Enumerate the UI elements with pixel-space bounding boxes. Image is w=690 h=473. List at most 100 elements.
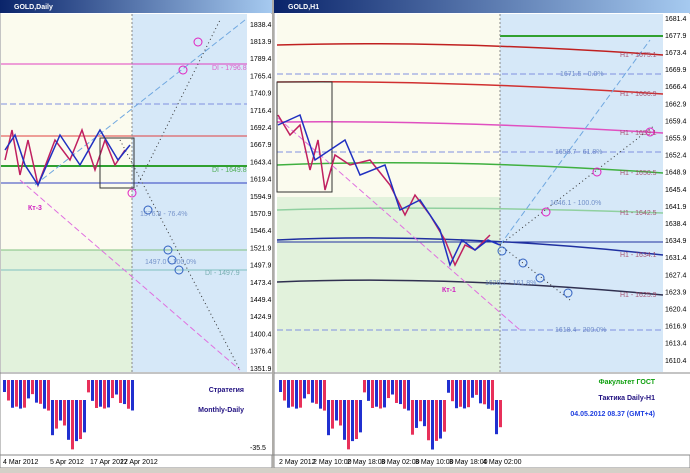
window-title: GOLD,H1 (288, 4, 319, 11)
histogram-bar (479, 380, 482, 404)
price-label: 1813.9 (250, 39, 272, 46)
histogram-bar (475, 380, 478, 395)
histogram-bar (43, 380, 46, 409)
histogram-bar (491, 380, 494, 411)
histogram-bar (427, 400, 430, 441)
histogram-bar (31, 380, 34, 395)
histogram-bar (35, 380, 38, 403)
histogram-bar (407, 380, 410, 411)
price-label: 1655.9 (665, 136, 687, 143)
price-label: 1716.4 (250, 108, 272, 115)
price-axis (663, 14, 690, 455)
histogram-bar (311, 380, 314, 403)
histogram-bar (283, 380, 286, 401)
price-label: 1669.9 (665, 67, 687, 74)
histogram-bar (435, 400, 438, 441)
price-label: 1692.4 (250, 125, 272, 132)
caption: 04.05.2012 08.37 (GMT+4) (570, 411, 655, 418)
title-bar[interactable] (274, 0, 690, 13)
date-label: 2 May 18:00 (347, 459, 386, 466)
level-label: 1576.8 - 76.4% (140, 211, 187, 218)
histogram-bar (115, 380, 118, 395)
histogram-bar (111, 380, 114, 399)
marker: Кт-3 (28, 205, 42, 212)
window-title: GOLD,Daily (14, 4, 53, 11)
histogram-bar (395, 380, 398, 403)
histogram-bar (51, 400, 54, 436)
price-label: 1638.4 (665, 221, 687, 228)
caption: Monthly-Daily (198, 407, 244, 414)
marker: Кт-1 (442, 287, 456, 294)
price-label: 1613.4 (665, 341, 687, 348)
histogram-bar (403, 380, 406, 409)
level-label: H1 - 1666.9 (620, 91, 657, 98)
bg (132, 14, 247, 372)
histogram-bar (75, 400, 78, 442)
histogram-bar (499, 400, 502, 428)
histogram-bar (303, 380, 306, 399)
histogram-bar (59, 400, 62, 421)
histogram-bar (315, 380, 318, 404)
histogram-bar (327, 400, 330, 436)
price-label: 1473.4 (250, 280, 272, 287)
histogram-bar (291, 380, 294, 407)
histogram-bar (335, 400, 338, 421)
date-label: 4 Mar 2012 (3, 459, 39, 466)
levels (276, 14, 664, 372)
date-label: 5 Apr 2012 (50, 459, 84, 466)
histogram-bar (83, 400, 86, 433)
histogram-bar (307, 380, 310, 395)
level-label: H1 - 1634.1 (620, 252, 657, 259)
level-label: 1658.7 - 61.8% (555, 149, 602, 156)
histogram-bar (91, 380, 94, 401)
histogram-bar (439, 400, 442, 439)
title-bar[interactable] (0, 0, 272, 13)
price-label: 1666.4 (665, 84, 687, 91)
histogram-bar (423, 400, 426, 427)
date-label: 17 Apr 2012 (90, 459, 128, 466)
histogram-bar (487, 380, 490, 409)
histogram-bar (131, 380, 134, 411)
levels (1, 14, 247, 372)
caption: Стратегия (209, 387, 244, 394)
histogram-bar (355, 400, 358, 440)
price-label: 1681.4 (665, 16, 687, 23)
price-label: 1643.4 (250, 159, 272, 166)
histogram-bar (411, 400, 414, 435)
histogram-bar (471, 380, 474, 398)
price-label: 1641.9 (665, 204, 687, 211)
histogram-bar (455, 380, 458, 409)
price-label: 1424.9 (250, 314, 272, 321)
histogram-bar (359, 400, 362, 433)
histogram-bar (3, 380, 6, 392)
histogram-bar (463, 380, 466, 409)
price-label: 1667.9 (250, 142, 272, 149)
level-label: 1671.5 - 0.0% (560, 71, 604, 78)
price-label: 1521.9 (250, 245, 272, 252)
histogram-bar (419, 400, 422, 422)
date-label: 3 May 02:00 (381, 459, 420, 466)
price-label: 1497.9 (250, 263, 272, 270)
histogram-bar (71, 400, 74, 450)
level-label: 1646.1 - 100.0% (550, 200, 601, 207)
bg (1, 14, 132, 250)
histogram-bar (443, 400, 446, 432)
price-label: 1659.4 (665, 118, 687, 125)
histogram-bar (391, 380, 394, 395)
histogram-bar (331, 400, 334, 429)
histogram-bar (119, 380, 122, 403)
histogram-bar (351, 400, 354, 442)
histogram-bar (299, 380, 302, 408)
histogram-bar (495, 400, 498, 435)
histogram-bar (371, 380, 374, 408)
histogram-bar (19, 380, 22, 409)
bg (500, 14, 663, 372)
histogram-bar (7, 380, 10, 401)
histogram-bar (103, 380, 106, 409)
histogram-bar (287, 380, 290, 408)
histogram-bar (95, 380, 98, 408)
histogram-bar (39, 380, 42, 404)
histogram-bar (339, 400, 342, 426)
histogram-bar (363, 380, 366, 393)
histogram-bar (87, 380, 90, 393)
